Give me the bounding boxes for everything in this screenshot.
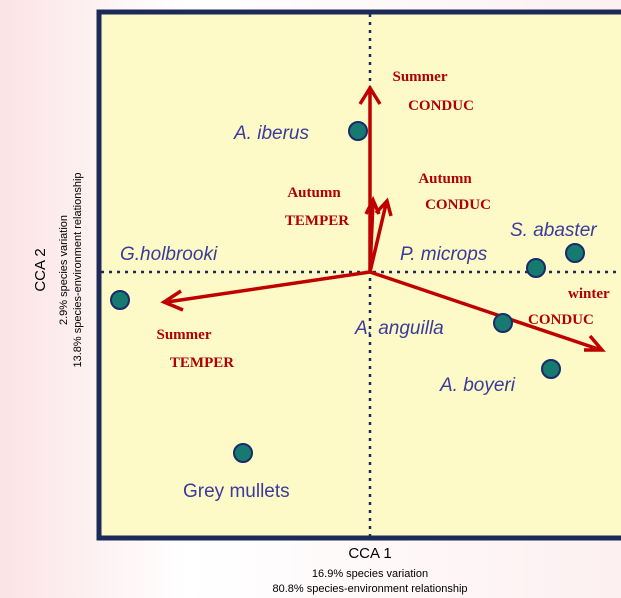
vector-arrow — [160, 270, 371, 312]
species-label: A. boyeri — [439, 375, 516, 396]
y-axis-note: 2.9% species variation — [58, 215, 70, 325]
vector-label: winter — [568, 286, 610, 302]
species-points — [110, 121, 585, 463]
vector-label: CONDUC — [408, 98, 474, 114]
species-label: P. microps — [400, 244, 488, 265]
vectors — [160, 84, 606, 352]
vector-label: TEMPER — [285, 213, 349, 229]
vector-label: Summer — [157, 327, 212, 343]
species-label: A. iberus — [233, 123, 309, 144]
vector-label: CONDUC — [528, 312, 594, 328]
species-point — [541, 359, 561, 379]
vector-label: Autumn — [287, 185, 341, 201]
vector-label: TEMPER — [170, 355, 234, 371]
species-label: S. abaster — [510, 220, 597, 241]
x-axis-note: 80.8% species-environment relationship — [272, 583, 467, 595]
species-point — [233, 443, 253, 463]
y-axis-title: CCA 2 — [32, 248, 49, 291]
x-axis-note: 16.9% species variation — [312, 568, 428, 580]
vector-labels: Summer CONDUC Autumn TEMPER Autumn CONDU… — [157, 69, 610, 371]
species-label: Grey mullets — [183, 481, 290, 502]
species-point — [110, 290, 130, 310]
species-point — [348, 121, 368, 141]
species-label: G.holbrooki — [120, 244, 218, 265]
y-axis: CCA 2 2.9% species variation 13.8% speci… — [32, 172, 84, 367]
species-point — [526, 258, 546, 278]
y-axis-note: 13.8% species-environment relationship — [72, 172, 84, 367]
x-axis-title: CCA 1 — [348, 545, 391, 562]
species-point — [565, 243, 585, 263]
vector-arrow — [369, 270, 606, 352]
vector-label: Summer — [393, 69, 448, 85]
species-label: A. anguilla — [354, 318, 444, 339]
species-labels: A. iberus G.holbrooki P. microps S. abas… — [120, 123, 597, 502]
species-point — [493, 313, 513, 333]
vector-label: CONDUC — [425, 197, 491, 213]
vector-arrow — [368, 197, 393, 273]
vector-label: Autumn — [418, 171, 472, 187]
